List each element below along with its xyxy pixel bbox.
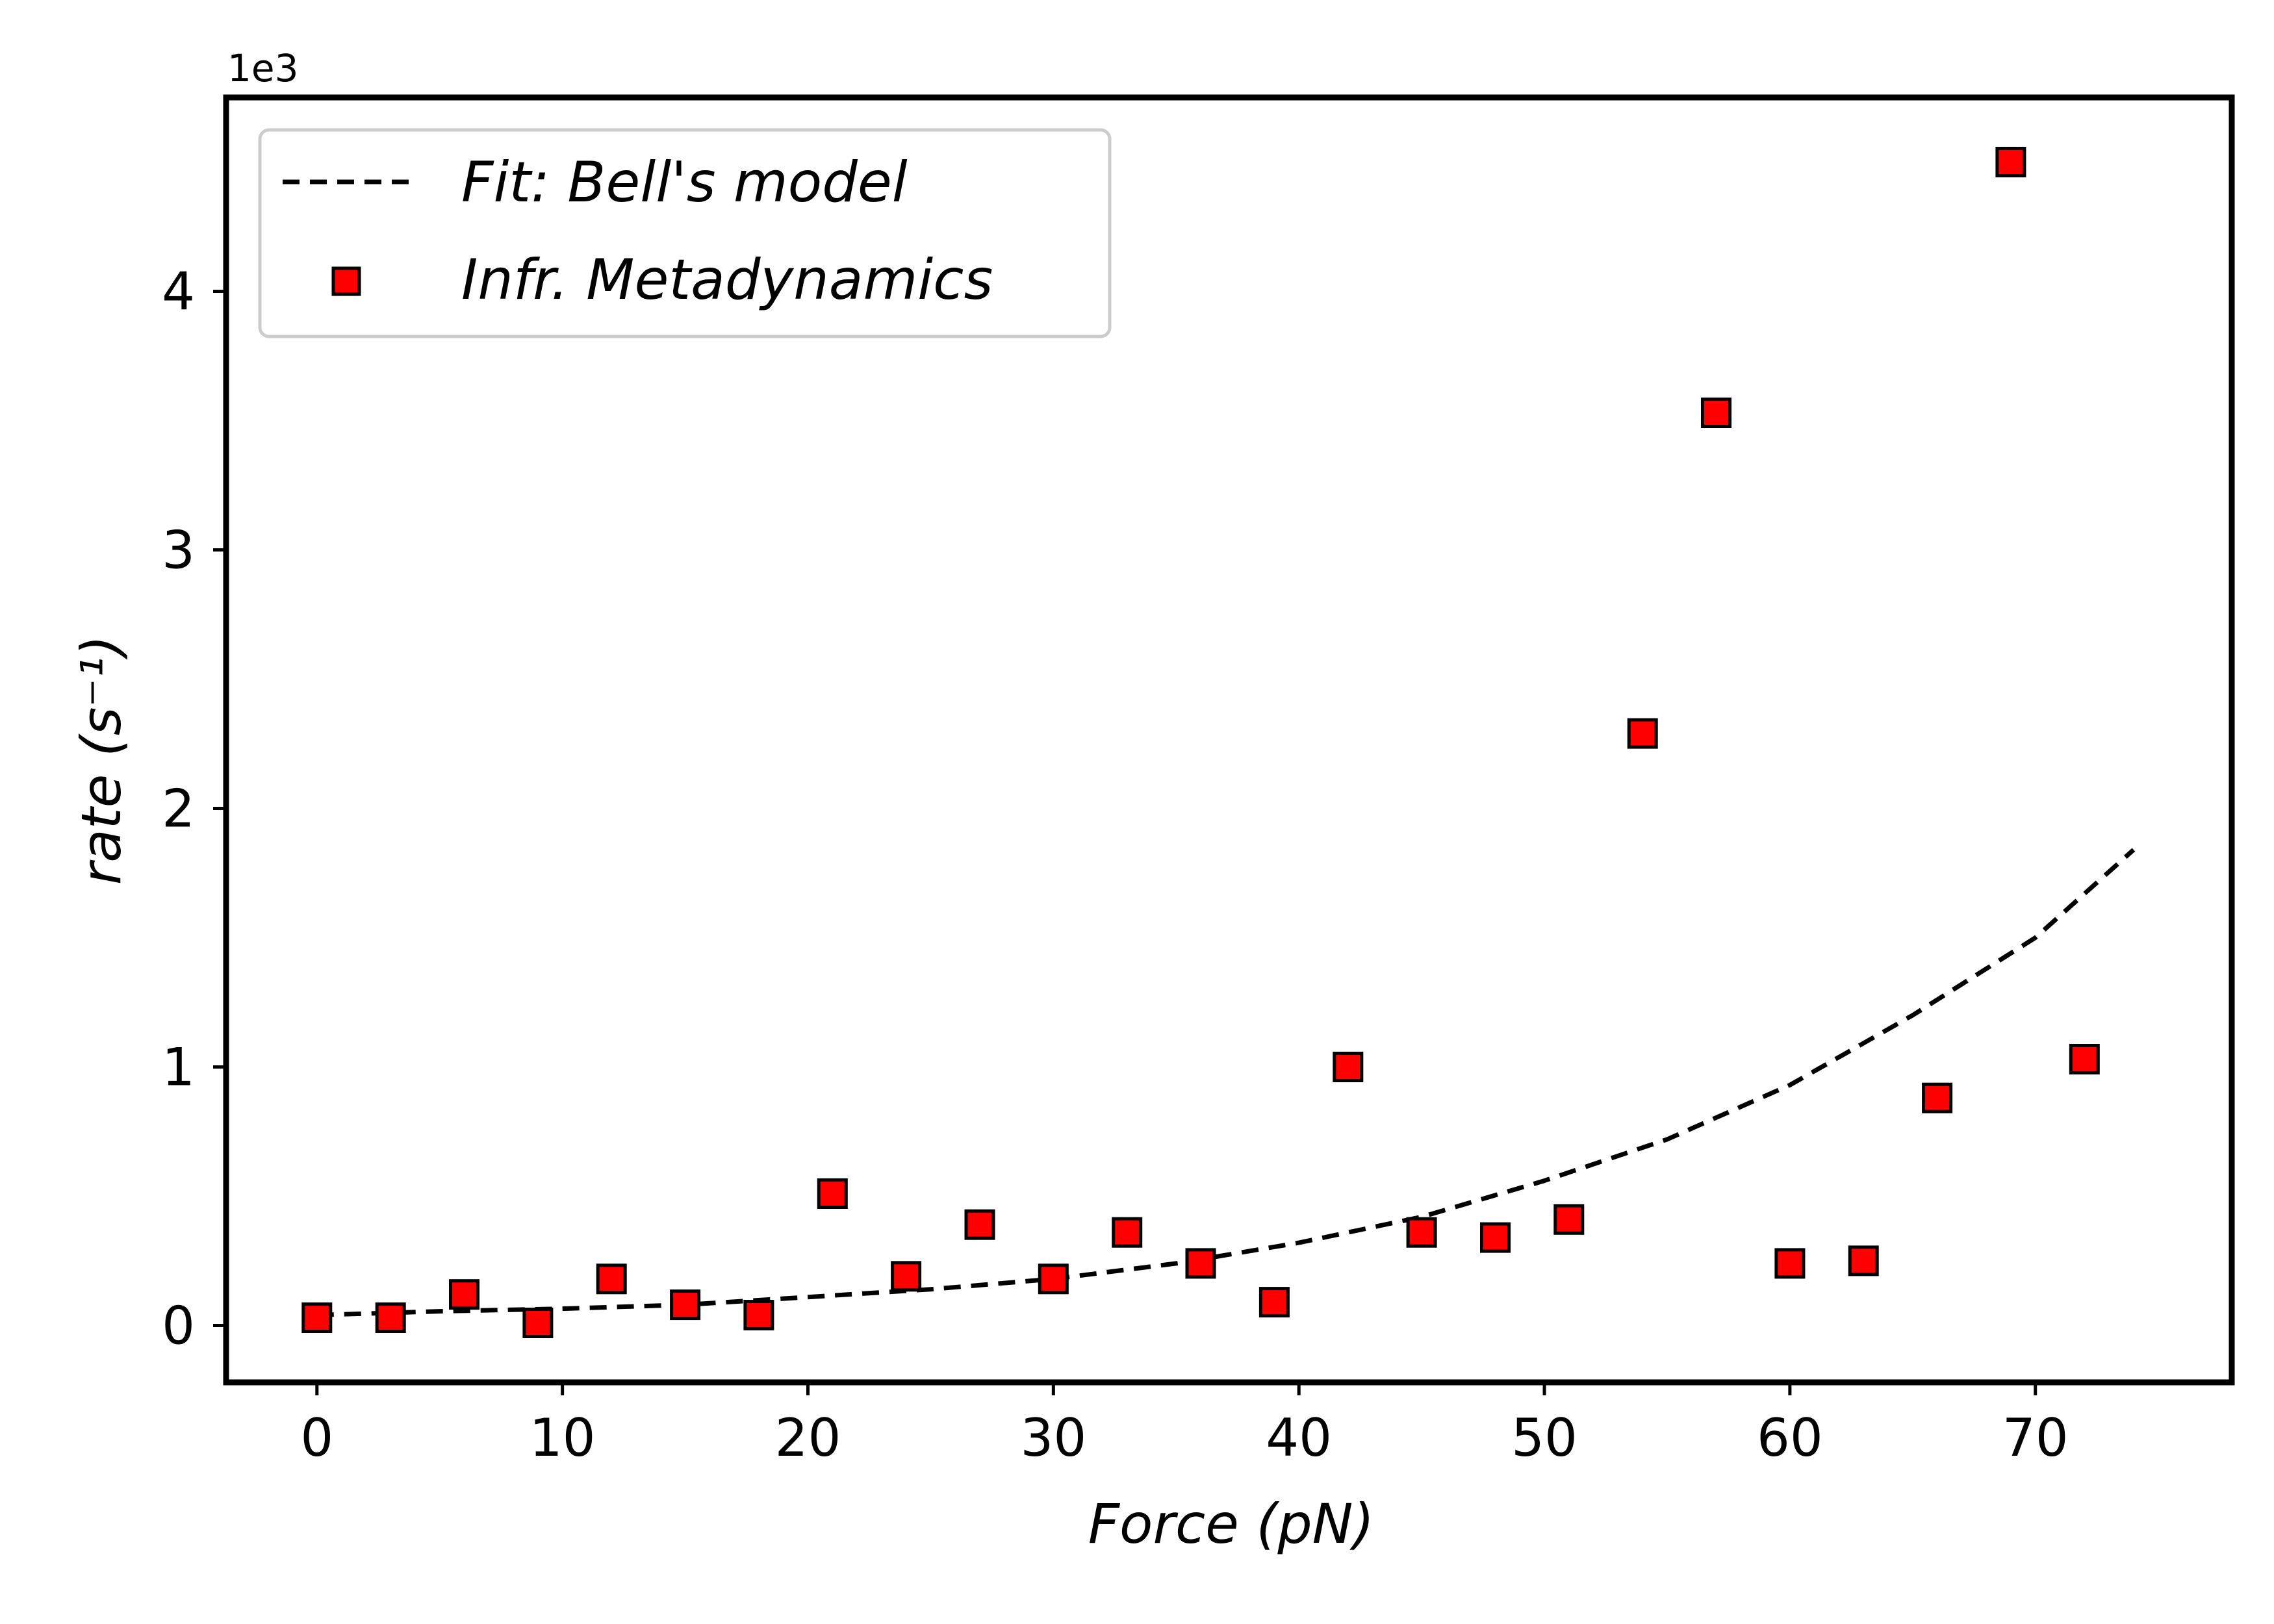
data-point: [1480, 1222, 1511, 1253]
data-point: [817, 1178, 848, 1209]
data-point: [375, 1302, 406, 1333]
x-tick-label: 50: [1511, 1408, 1578, 1468]
data-point: [1038, 1263, 1069, 1295]
axes-frame: [223, 94, 2235, 1386]
legend-marker-label: Infr. Metadynamics: [461, 247, 993, 312]
data-point: [1185, 1248, 1216, 1279]
legend-marker-swatch: [331, 266, 361, 296]
x-tick-label: 40: [1266, 1408, 1332, 1468]
data-point: [891, 1261, 922, 1292]
y-axis-label: rate (s⁻¹): [70, 635, 133, 885]
x-tick-label: 60: [1757, 1408, 1823, 1468]
data-point: [449, 1279, 479, 1310]
data-point: [522, 1308, 554, 1338]
x-tick-label: 0: [300, 1408, 333, 1468]
legend-frame: [258, 128, 1112, 338]
data-point: [1995, 147, 2026, 177]
axes-layer: 0 10 20 30 40 50 60 70 0 1 2 3 4: [162, 94, 2235, 1468]
x-tick-label: 30: [1020, 1408, 1086, 1468]
legend: Fit: Bell's model Infr. Metadynamics: [258, 128, 1112, 338]
legend-fit-label: Fit: Bell's model: [461, 150, 908, 215]
data-point: [1112, 1217, 1143, 1248]
data-point: [1701, 398, 1731, 428]
y-tick-label: 2: [162, 778, 195, 839]
x-tick-label: 20: [775, 1408, 841, 1468]
x-axis-label: Force (pN): [1088, 1492, 1375, 1556]
data-point: [1258, 1287, 1290, 1318]
data-point: [301, 1302, 333, 1333]
y-tick-label: 0: [162, 1295, 195, 1356]
marker-layer: [301, 147, 2100, 1338]
data-point: [743, 1300, 774, 1330]
data-point: [1848, 1245, 1879, 1276]
data-point: [964, 1209, 995, 1240]
data-point: [670, 1289, 701, 1321]
data-point: [1406, 1217, 1437, 1248]
data-point: [1922, 1082, 1953, 1113]
x-tick-label: 10: [530, 1408, 596, 1468]
data-point: [2069, 1044, 2100, 1074]
data-point: [1333, 1052, 1364, 1082]
x-tick-label: 70: [2002, 1408, 2069, 1468]
y-axis-multiplier: 1e3: [227, 46, 299, 90]
fit-layer: [316, 848, 2136, 1317]
fit-line: [316, 848, 2136, 1317]
data-point: [596, 1263, 627, 1295]
y-tick-label: 4: [162, 261, 195, 322]
data-point: [1553, 1204, 1585, 1235]
y-tick-label: 1: [162, 1037, 195, 1097]
y-tick-label: 3: [162, 520, 195, 580]
data-point: [1774, 1248, 1806, 1279]
data-point: [1627, 718, 1658, 749]
